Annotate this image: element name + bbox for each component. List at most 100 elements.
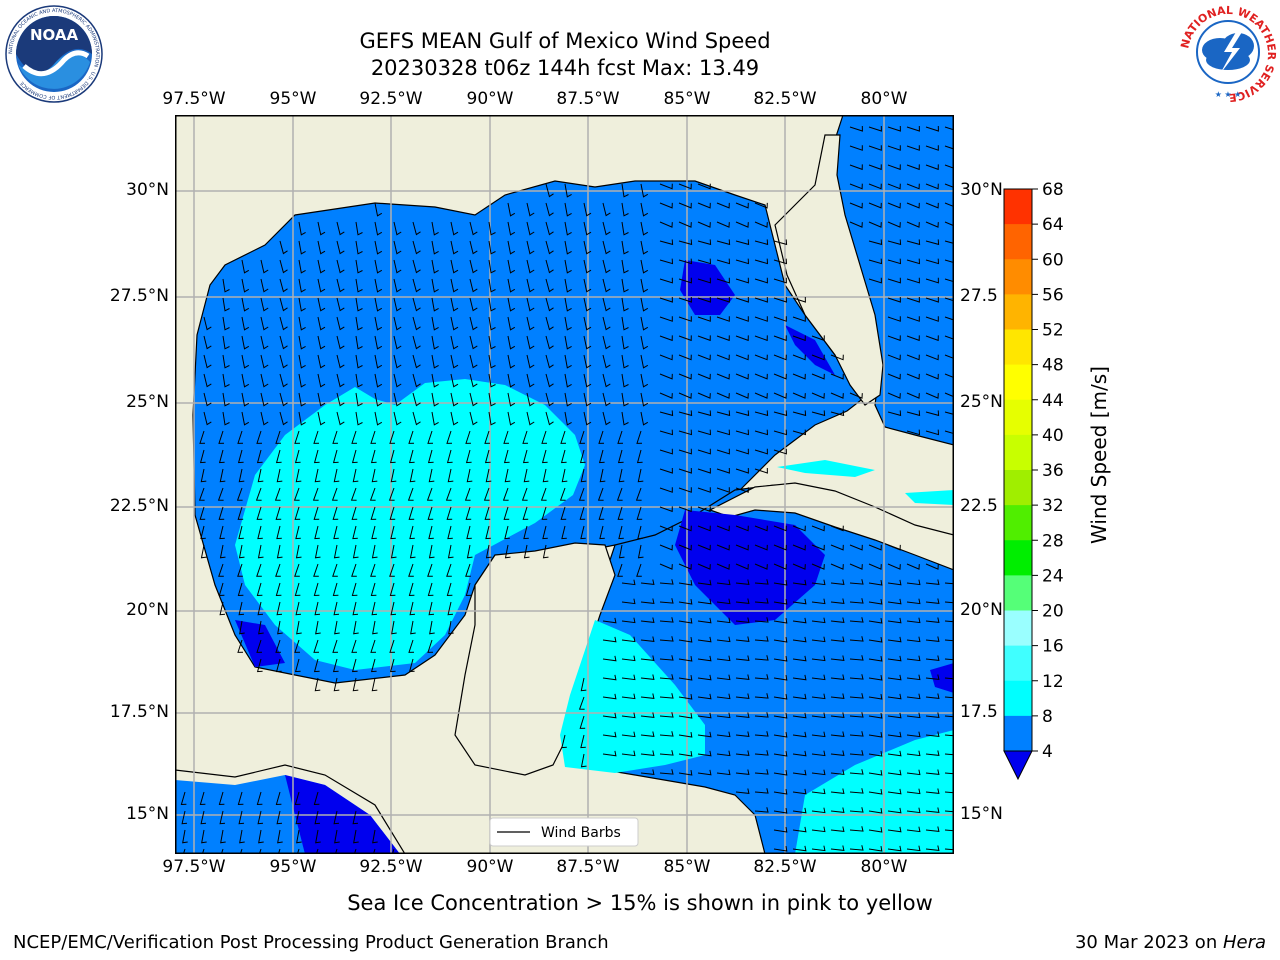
wind-barb	[355, 373, 363, 388]
wind-barb	[580, 525, 586, 540]
wind-barb	[409, 525, 415, 540]
wind-barb	[374, 335, 383, 350]
wind-barb	[792, 617, 807, 624]
wind-barb	[659, 429, 674, 436]
wind-barb	[336, 240, 345, 255]
wind-barb	[466, 468, 473, 483]
wind-barb	[659, 258, 674, 265]
wind-barb	[925, 769, 940, 775]
wind-barb	[526, 335, 535, 350]
wind-barb	[351, 582, 358, 597]
noaa-logo: NOAA NATIONAL OCEANIC AND ATMOSPHERIC AD…	[5, 5, 103, 103]
wind-barb	[906, 239, 921, 246]
wind-barb	[260, 278, 269, 293]
wind-barb	[716, 335, 730, 342]
wind-barb	[697, 448, 711, 455]
wind-barb	[849, 731, 864, 737]
wind-barb	[561, 468, 568, 483]
wind-barb	[370, 639, 377, 653]
wind-barb	[849, 845, 864, 851]
wind-barb	[887, 788, 902, 795]
wind-barb	[925, 296, 939, 303]
lat-label-right: 20°N	[960, 600, 1003, 620]
wind-barb	[659, 636, 674, 642]
wind-barb	[427, 639, 434, 653]
wind-barb	[716, 598, 731, 605]
wind-barb	[811, 693, 826, 700]
wind-barb	[598, 449, 605, 464]
wind-barb	[925, 598, 940, 604]
wind-barb	[887, 769, 902, 776]
wind-barb	[198, 487, 205, 501]
lon-label-top: 92.5°W	[359, 89, 423, 109]
wind-barb	[811, 712, 826, 719]
wind-barb	[659, 392, 673, 399]
wind-barb	[887, 221, 901, 228]
wind-speed-map: Wind Barbs	[175, 115, 954, 854]
wind-barb	[925, 221, 939, 228]
wind-barb	[659, 316, 673, 322]
wind-barb	[887, 655, 902, 662]
wind-barb	[887, 258, 902, 265]
wind-barb	[446, 563, 452, 577]
wind-barb	[389, 449, 396, 464]
wind-barb	[182, 829, 188, 844]
wind-barb	[754, 544, 768, 551]
wind-barb	[389, 639, 396, 653]
wind-barb	[545, 259, 554, 274]
wind-barb	[773, 258, 788, 265]
wind-barb	[218, 563, 224, 577]
wind-barb	[257, 601, 264, 616]
wind-barb	[466, 525, 472, 540]
wind-barb	[374, 259, 383, 274]
wind-barb	[332, 506, 339, 520]
wind-barb	[621, 617, 636, 624]
wind-barb	[621, 278, 629, 293]
wind-barbs	[180, 125, 954, 854]
wind-barb	[678, 525, 692, 532]
wind-barb	[579, 430, 586, 444]
wind-barb	[735, 598, 750, 604]
wind-barb	[716, 392, 730, 399]
wind-barb	[237, 430, 244, 444]
lat-label-left: 27.5°N	[109, 286, 169, 306]
wind-barb	[792, 636, 807, 643]
wind-barb	[944, 753, 954, 756]
wind-barb	[450, 392, 459, 407]
wind-barb	[602, 750, 617, 757]
wind-barb	[944, 316, 954, 321]
wind-barb	[294, 449, 301, 464]
wind-barb	[256, 658, 263, 673]
wind-barb	[545, 202, 554, 217]
wind-barb	[372, 829, 378, 844]
wind-barb	[488, 411, 496, 426]
wind-barb	[220, 829, 226, 844]
wind-barb	[237, 449, 244, 464]
wind-barb	[868, 618, 883, 624]
wind-barb	[906, 845, 921, 852]
wind-barb	[830, 712, 845, 718]
credit-text: NCEP/EMC/Verification Post Processing Pr…	[13, 932, 609, 953]
wind-barb	[716, 769, 731, 776]
wind-barb	[754, 525, 768, 532]
wind-barb	[541, 430, 548, 444]
wind-barb	[678, 694, 693, 700]
wind-barb	[564, 297, 572, 312]
wind-barb	[541, 449, 548, 464]
wind-barb	[275, 639, 282, 653]
wind-barb	[275, 658, 282, 673]
wind-barb	[925, 183, 939, 190]
wind-barb	[906, 579, 921, 586]
wind-barb	[887, 335, 901, 342]
sea-ice-note: Sea Ice Concentration > 15% is shown in …	[347, 891, 933, 915]
wind-barb	[849, 544, 863, 551]
wind-barb	[277, 620, 283, 635]
wind-barb	[469, 278, 478, 293]
wind-barb	[355, 259, 363, 274]
wind-barb	[371, 677, 378, 692]
wind-barb	[925, 392, 939, 399]
wind-barb	[811, 731, 826, 738]
wind-barb	[621, 335, 629, 350]
wind-barb	[431, 240, 439, 255]
lon-label-bottom: 82.5°W	[753, 857, 817, 877]
